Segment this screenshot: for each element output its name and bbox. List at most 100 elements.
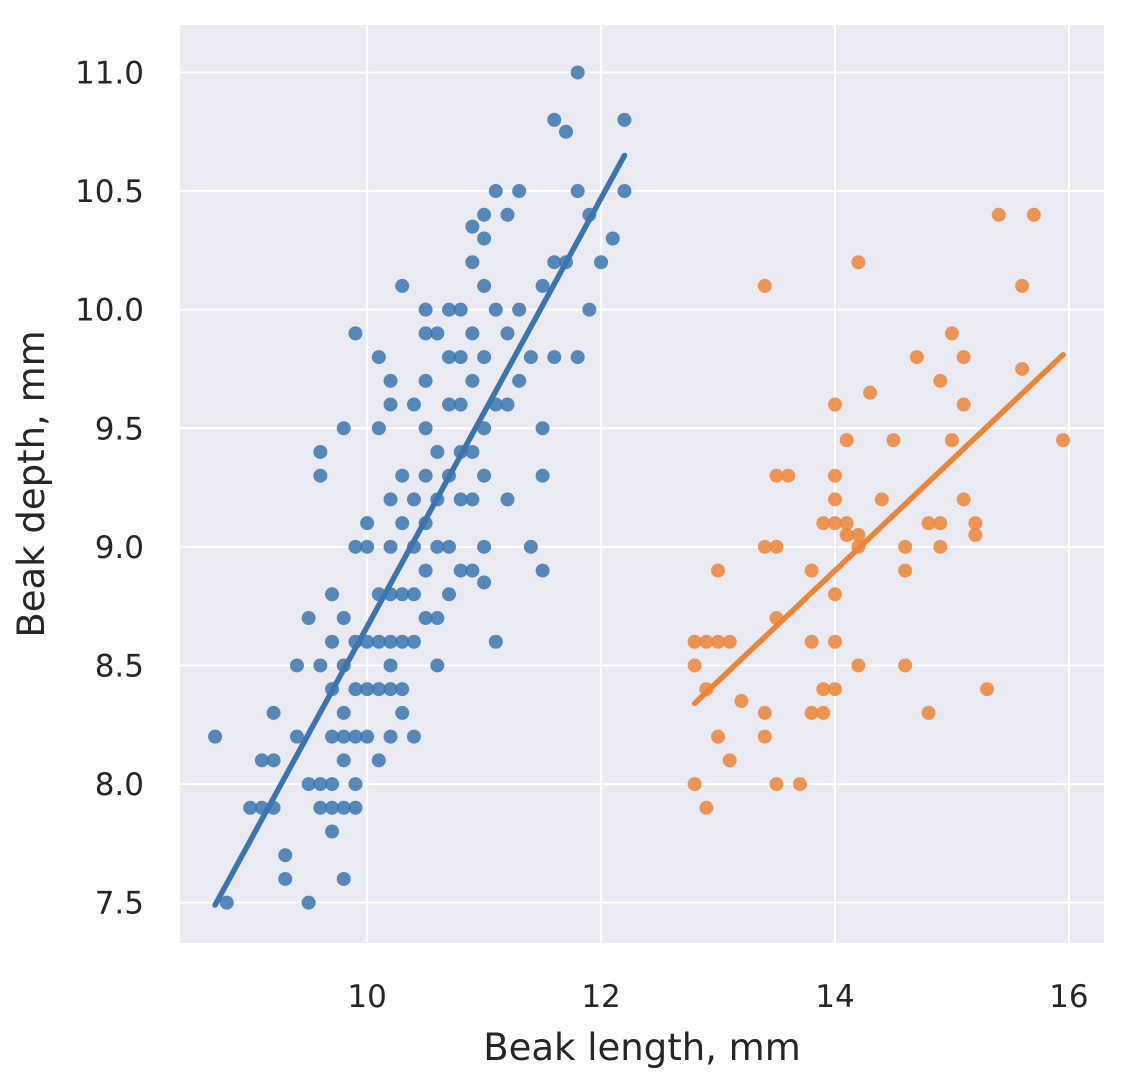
data-point	[465, 373, 480, 388]
data-point	[336, 871, 351, 886]
data-point	[208, 729, 223, 744]
regression-line	[691, 351, 1066, 707]
data-point	[336, 753, 351, 768]
y-axis-ticks: 7.5 8.0 8.5 9.0 9.5 10.0 10.5 11.0	[75, 55, 144, 921]
data-point	[418, 302, 433, 317]
data-point	[921, 705, 936, 720]
data-point	[898, 658, 913, 673]
data-point	[827, 516, 842, 531]
data-point	[430, 444, 445, 459]
data-point	[512, 302, 527, 317]
data-point	[383, 658, 398, 673]
x-tick-label: 14	[815, 979, 854, 1015]
data-point	[956, 397, 971, 412]
data-point	[371, 350, 386, 365]
data-point	[687, 777, 702, 792]
data-point	[453, 492, 468, 507]
data-point	[406, 729, 421, 744]
data-point	[301, 777, 316, 792]
data-point	[500, 397, 515, 412]
data-point	[219, 895, 234, 910]
y-tick-label: 9.0	[95, 530, 144, 566]
data-point	[418, 563, 433, 578]
data-point	[336, 800, 351, 815]
data-point	[547, 112, 562, 127]
data-point	[360, 516, 375, 531]
data-point	[477, 278, 492, 293]
data-point	[933, 373, 948, 388]
data-point	[313, 777, 328, 792]
data-point	[418, 373, 433, 388]
data-point	[313, 444, 328, 459]
data-point	[699, 800, 714, 815]
data-point	[991, 207, 1006, 222]
x-tick-label: 12	[581, 979, 620, 1015]
data-point	[757, 705, 772, 720]
data-point	[395, 278, 410, 293]
data-point	[453, 563, 468, 578]
data-point	[383, 397, 398, 412]
data-point	[383, 539, 398, 554]
data-point	[699, 634, 714, 649]
data-point	[769, 539, 784, 554]
data-point	[477, 575, 492, 590]
data-point	[453, 302, 468, 317]
data-point	[757, 278, 772, 293]
data-point	[863, 385, 878, 400]
data-point	[383, 634, 398, 649]
data-point	[1026, 207, 1041, 222]
data-point	[488, 302, 503, 317]
data-point	[406, 634, 421, 649]
data-point	[500, 326, 515, 341]
data-point	[874, 492, 889, 507]
data-point	[956, 492, 971, 507]
regression-line	[212, 152, 628, 908]
data-point	[465, 563, 480, 578]
data-point	[570, 184, 585, 199]
data-point	[617, 184, 632, 199]
data-point	[325, 800, 340, 815]
data-series	[208, 65, 1071, 910]
data-point	[816, 682, 831, 697]
data-point	[605, 231, 620, 246]
data-point	[395, 516, 410, 531]
data-point	[289, 658, 304, 673]
data-point	[348, 800, 363, 815]
data-point	[500, 207, 515, 222]
data-point	[734, 694, 749, 709]
data-point	[301, 895, 316, 910]
data-point	[348, 539, 363, 554]
data-point	[442, 350, 457, 365]
data-point	[570, 65, 585, 80]
data-point	[336, 729, 351, 744]
data-point	[921, 516, 936, 531]
data-point	[711, 729, 726, 744]
data-point	[477, 207, 492, 222]
data-point	[839, 528, 854, 542]
data-point	[804, 634, 819, 649]
data-point	[827, 682, 842, 697]
data-point	[757, 539, 772, 554]
data-point	[266, 705, 281, 720]
data-point	[418, 468, 433, 483]
data-point	[418, 421, 433, 436]
grid-lines	[180, 25, 1104, 943]
data-point	[418, 326, 433, 341]
data-point	[535, 563, 550, 578]
data-point	[442, 587, 457, 602]
data-point	[933, 539, 948, 554]
data-point	[348, 777, 363, 792]
data-point	[383, 373, 398, 388]
y-tick-label: 10.0	[75, 293, 144, 329]
data-point	[477, 231, 492, 246]
data-point	[617, 112, 632, 127]
y-tick-label: 11.0	[75, 55, 144, 91]
data-point	[442, 302, 457, 317]
data-point	[465, 326, 480, 341]
data-point	[711, 563, 726, 578]
data-point	[1015, 278, 1030, 293]
data-point	[418, 611, 433, 626]
data-point	[336, 421, 351, 436]
data-point	[851, 255, 866, 270]
